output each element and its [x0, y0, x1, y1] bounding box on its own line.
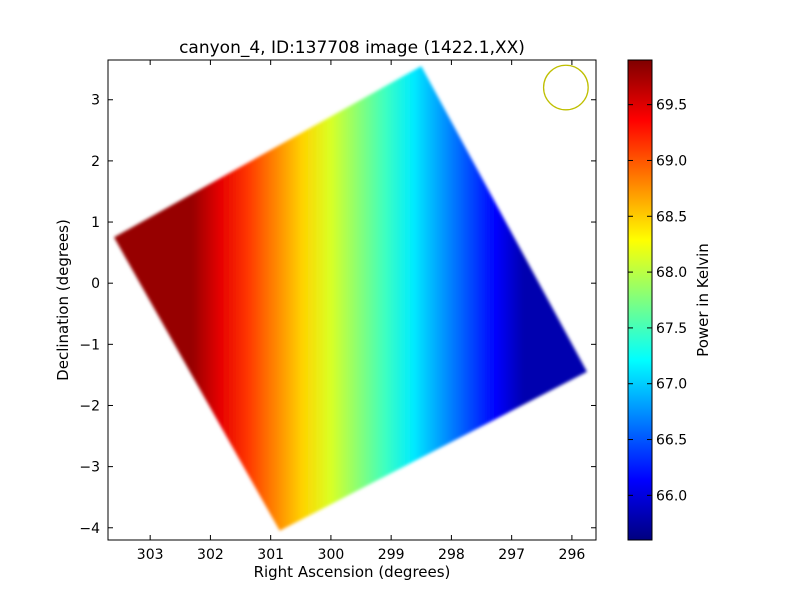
beam-circle — [542, 64, 589, 111]
plot-frame — [107, 59, 597, 541]
colorbar-tick-label: 66.5 — [656, 433, 687, 449]
y-tick-label: −4 — [79, 521, 100, 537]
colorbar — [627, 59, 653, 541]
colorbar-ticks: 69.5 69.0 68.5 68.0 67.5 67.0 66.5 66.0 — [628, 98, 687, 504]
colorbar-tick-label: 69.0 — [656, 153, 687, 169]
y-tick-label: −2 — [79, 398, 100, 414]
y-tick-label: 1 — [91, 215, 100, 231]
y-axis-ticks: 3 2 1 0 −1 −2 −3 −4 — [79, 93, 596, 537]
colorbar-tick-label: 66.0 — [656, 488, 687, 504]
x-axis-ticks: 303 302 301 300 299 298 297 296 — [137, 60, 586, 563]
x-tick-label: 302 — [197, 547, 224, 563]
y-tick-label: 0 — [91, 276, 100, 292]
colorbar-tick-label: 68.0 — [656, 265, 687, 281]
x-axis-label: Right Ascension (degrees) — [254, 563, 451, 581]
y-tick-label: 2 — [91, 154, 100, 170]
chart-title: canyon_4, ID:137708 image (1422.1,XX) — [179, 38, 525, 58]
colorbar-tick-label: 69.5 — [656, 98, 687, 114]
y-axis-label: Declination (degrees) — [54, 219, 72, 381]
x-tick-label: 301 — [257, 547, 284, 563]
colorbar-tick-label: 67.0 — [656, 377, 687, 393]
colorbar-label: Power in Kelvin — [694, 243, 712, 357]
x-tick-label: 297 — [498, 547, 525, 563]
colorbar-tick-label: 68.5 — [656, 209, 687, 225]
x-tick-label: 298 — [438, 547, 465, 563]
y-tick-label: −3 — [79, 460, 100, 476]
x-tick-label: 300 — [318, 547, 345, 563]
y-tick-label: −1 — [79, 337, 100, 353]
x-tick-label: 296 — [559, 547, 586, 563]
x-tick-label: 303 — [137, 547, 164, 563]
y-tick-label: 3 — [91, 93, 100, 109]
sky-map-region — [114, 66, 587, 531]
colorbar-tick-label: 67.5 — [656, 321, 687, 337]
x-tick-label: 299 — [378, 547, 405, 563]
